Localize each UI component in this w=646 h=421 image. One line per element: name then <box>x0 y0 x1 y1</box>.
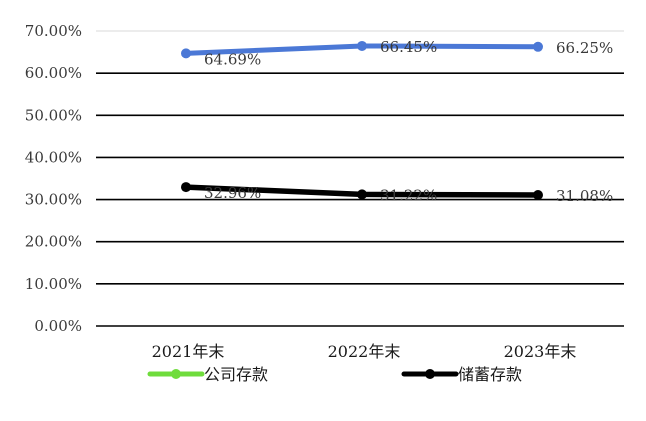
data-point <box>357 189 367 200</box>
data-point <box>357 40 367 51</box>
data-point <box>181 48 191 59</box>
y-tick-label: 20.00% <box>25 233 82 251</box>
data-labels: 64.69% 66.45% 66.25% 32.96% 31.22% 31.08% <box>204 38 613 205</box>
data-point <box>181 182 191 193</box>
y-axis-ticks: 0.00% 10.00% 20.00% 30.00% 40.00% 50.00% 60.00… <box>25 22 82 335</box>
y-tick-label: 0.00% <box>34 317 82 335</box>
y-tick-label: 30.00% <box>25 191 82 209</box>
series-lines <box>181 40 543 201</box>
legend-swatch-marker <box>425 369 435 379</box>
data-point <box>533 190 543 201</box>
x-category-label: 2021年末 <box>152 342 225 361</box>
x-category-label: 2022年末 <box>328 342 401 361</box>
gridlines <box>96 30 624 327</box>
data-label: 32.96% <box>204 184 261 202</box>
y-tick-label: 10.00% <box>25 275 82 293</box>
x-axis-categories: 2021年末 2022年末 2023年末 <box>152 342 577 361</box>
y-tick-label: 50.00% <box>25 106 82 124</box>
data-label: 31.22% <box>380 186 437 204</box>
legend-swatch-marker <box>171 369 181 379</box>
data-label: 66.45% <box>380 38 437 56</box>
legend: 公司存款 储蓄存款 <box>147 365 522 384</box>
data-point <box>533 41 543 52</box>
y-tick-label: 70.00% <box>25 22 82 40</box>
legend-label: 储蓄存款 <box>458 365 522 384</box>
data-label: 64.69% <box>204 50 261 68</box>
y-tick-label: 60.00% <box>25 64 82 82</box>
x-category-label: 2023年末 <box>504 342 577 361</box>
y-tick-label: 40.00% <box>25 148 82 166</box>
data-label: 66.25% <box>556 39 613 57</box>
legend-label: 公司存款 <box>204 365 268 384</box>
data-label: 31.08% <box>556 187 613 205</box>
